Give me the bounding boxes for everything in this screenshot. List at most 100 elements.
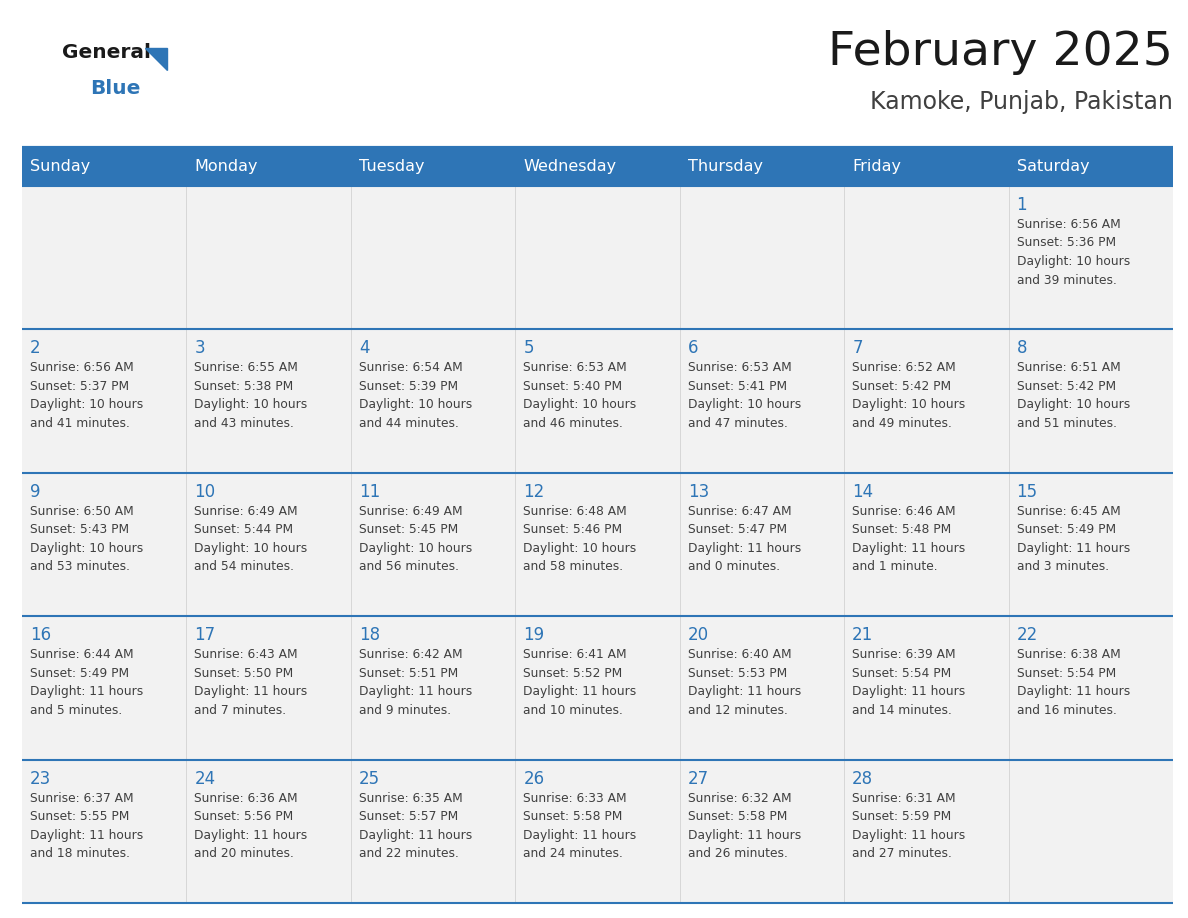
- Text: Sunrise: 6:55 AM: Sunrise: 6:55 AM: [195, 362, 298, 375]
- Text: Sunrise: 6:50 AM: Sunrise: 6:50 AM: [30, 505, 134, 518]
- Text: Daylight: 11 hours: Daylight: 11 hours: [852, 542, 966, 554]
- Text: Sunset: 5:57 PM: Sunset: 5:57 PM: [359, 810, 459, 823]
- Text: Sunset: 5:58 PM: Sunset: 5:58 PM: [523, 810, 623, 823]
- Text: Sunset: 5:49 PM: Sunset: 5:49 PM: [30, 666, 129, 679]
- Text: Sunset: 5:59 PM: Sunset: 5:59 PM: [852, 810, 952, 823]
- Text: 13: 13: [688, 483, 709, 501]
- Text: Daylight: 10 hours: Daylight: 10 hours: [195, 398, 308, 411]
- Text: Sunrise: 6:33 AM: Sunrise: 6:33 AM: [523, 791, 627, 804]
- Text: Sunrise: 6:36 AM: Sunrise: 6:36 AM: [195, 791, 298, 804]
- Text: Daylight: 11 hours: Daylight: 11 hours: [1017, 685, 1130, 699]
- Text: and 39 minutes.: and 39 minutes.: [1017, 274, 1117, 286]
- Text: Daylight: 10 hours: Daylight: 10 hours: [523, 398, 637, 411]
- Text: Sunset: 5:45 PM: Sunset: 5:45 PM: [359, 523, 459, 536]
- Text: Daylight: 10 hours: Daylight: 10 hours: [30, 542, 144, 554]
- Bar: [23, 148, 1173, 186]
- Text: Daylight: 11 hours: Daylight: 11 hours: [688, 685, 801, 699]
- Bar: [23, 330, 1173, 473]
- Text: Sunset: 5:42 PM: Sunset: 5:42 PM: [1017, 380, 1116, 393]
- Text: Sunrise: 6:32 AM: Sunrise: 6:32 AM: [688, 791, 791, 804]
- Text: Sunrise: 6:47 AM: Sunrise: 6:47 AM: [688, 505, 791, 518]
- Text: Sunday: Sunday: [30, 160, 90, 174]
- Text: 1: 1: [1017, 196, 1028, 214]
- Text: 9: 9: [30, 483, 40, 501]
- Text: Saturday: Saturday: [1017, 160, 1089, 174]
- Text: Sunset: 5:48 PM: Sunset: 5:48 PM: [852, 523, 952, 536]
- Text: Sunset: 5:58 PM: Sunset: 5:58 PM: [688, 810, 788, 823]
- Text: 27: 27: [688, 769, 709, 788]
- Text: Daylight: 11 hours: Daylight: 11 hours: [195, 829, 308, 842]
- Text: Daylight: 11 hours: Daylight: 11 hours: [688, 829, 801, 842]
- Text: Tuesday: Tuesday: [359, 160, 424, 174]
- Text: Sunrise: 6:43 AM: Sunrise: 6:43 AM: [195, 648, 298, 661]
- Text: and 53 minutes.: and 53 minutes.: [30, 560, 129, 574]
- Text: Sunrise: 6:40 AM: Sunrise: 6:40 AM: [688, 648, 791, 661]
- Text: Sunset: 5:36 PM: Sunset: 5:36 PM: [1017, 237, 1116, 250]
- Text: Daylight: 11 hours: Daylight: 11 hours: [523, 685, 637, 699]
- Text: Daylight: 10 hours: Daylight: 10 hours: [1017, 255, 1130, 268]
- Text: 23: 23: [30, 769, 51, 788]
- Text: Sunrise: 6:38 AM: Sunrise: 6:38 AM: [1017, 648, 1120, 661]
- Text: Sunset: 5:46 PM: Sunset: 5:46 PM: [523, 523, 623, 536]
- Text: 28: 28: [852, 769, 873, 788]
- Text: Monday: Monday: [195, 160, 258, 174]
- Text: Sunset: 5:41 PM: Sunset: 5:41 PM: [688, 380, 786, 393]
- Text: and 9 minutes.: and 9 minutes.: [359, 704, 451, 717]
- Text: 17: 17: [195, 626, 215, 644]
- Text: and 49 minutes.: and 49 minutes.: [852, 417, 952, 430]
- Bar: [23, 616, 1173, 759]
- Text: 16: 16: [30, 626, 51, 644]
- Text: 8: 8: [1017, 340, 1028, 357]
- Text: Sunset: 5:50 PM: Sunset: 5:50 PM: [195, 666, 293, 679]
- Text: and 0 minutes.: and 0 minutes.: [688, 560, 779, 574]
- Text: and 58 minutes.: and 58 minutes.: [523, 560, 624, 574]
- Bar: [23, 759, 1173, 903]
- Text: Daylight: 11 hours: Daylight: 11 hours: [852, 685, 966, 699]
- Text: 24: 24: [195, 769, 215, 788]
- Bar: [23, 473, 1173, 616]
- Text: Daylight: 10 hours: Daylight: 10 hours: [852, 398, 966, 411]
- Text: Thursday: Thursday: [688, 160, 763, 174]
- Text: Sunrise: 6:46 AM: Sunrise: 6:46 AM: [852, 505, 956, 518]
- Text: Sunset: 5:53 PM: Sunset: 5:53 PM: [688, 666, 786, 679]
- Text: 26: 26: [523, 769, 544, 788]
- Text: Kamoke, Punjab, Pakistan: Kamoke, Punjab, Pakistan: [870, 90, 1173, 114]
- Text: Sunset: 5:54 PM: Sunset: 5:54 PM: [852, 666, 952, 679]
- Text: Daylight: 10 hours: Daylight: 10 hours: [359, 542, 472, 554]
- Text: and 22 minutes.: and 22 minutes.: [359, 847, 459, 860]
- Polygon shape: [145, 48, 168, 70]
- Text: Sunset: 5:49 PM: Sunset: 5:49 PM: [1017, 523, 1116, 536]
- Text: and 56 minutes.: and 56 minutes.: [359, 560, 459, 574]
- Text: Daylight: 10 hours: Daylight: 10 hours: [30, 398, 144, 411]
- Text: and 14 minutes.: and 14 minutes.: [852, 704, 952, 717]
- Text: and 10 minutes.: and 10 minutes.: [523, 704, 624, 717]
- Text: Sunset: 5:47 PM: Sunset: 5:47 PM: [688, 523, 786, 536]
- Text: February 2025: February 2025: [828, 30, 1173, 75]
- Text: and 3 minutes.: and 3 minutes.: [1017, 560, 1108, 574]
- Bar: [23, 186, 1173, 330]
- Text: Daylight: 11 hours: Daylight: 11 hours: [359, 829, 472, 842]
- Text: Sunrise: 6:53 AM: Sunrise: 6:53 AM: [523, 362, 627, 375]
- Text: and 7 minutes.: and 7 minutes.: [195, 704, 286, 717]
- Text: Sunset: 5:54 PM: Sunset: 5:54 PM: [1017, 666, 1116, 679]
- Text: Sunrise: 6:56 AM: Sunrise: 6:56 AM: [1017, 218, 1120, 231]
- Text: 14: 14: [852, 483, 873, 501]
- Text: and 41 minutes.: and 41 minutes.: [30, 417, 129, 430]
- Text: Sunrise: 6:54 AM: Sunrise: 6:54 AM: [359, 362, 462, 375]
- Text: Sunset: 5:52 PM: Sunset: 5:52 PM: [523, 666, 623, 679]
- Text: and 26 minutes.: and 26 minutes.: [688, 847, 788, 860]
- Text: and 43 minutes.: and 43 minutes.: [195, 417, 295, 430]
- Text: Daylight: 11 hours: Daylight: 11 hours: [195, 685, 308, 699]
- Text: Sunset: 5:44 PM: Sunset: 5:44 PM: [195, 523, 293, 536]
- Text: Sunrise: 6:42 AM: Sunrise: 6:42 AM: [359, 648, 462, 661]
- Text: Friday: Friday: [852, 160, 902, 174]
- Text: and 51 minutes.: and 51 minutes.: [1017, 417, 1117, 430]
- Text: Sunrise: 6:48 AM: Sunrise: 6:48 AM: [523, 505, 627, 518]
- Text: and 47 minutes.: and 47 minutes.: [688, 417, 788, 430]
- Text: Daylight: 10 hours: Daylight: 10 hours: [688, 398, 801, 411]
- Text: 21: 21: [852, 626, 873, 644]
- Text: Daylight: 10 hours: Daylight: 10 hours: [359, 398, 472, 411]
- Text: 19: 19: [523, 626, 544, 644]
- Text: 3: 3: [195, 340, 206, 357]
- Text: Daylight: 11 hours: Daylight: 11 hours: [1017, 542, 1130, 554]
